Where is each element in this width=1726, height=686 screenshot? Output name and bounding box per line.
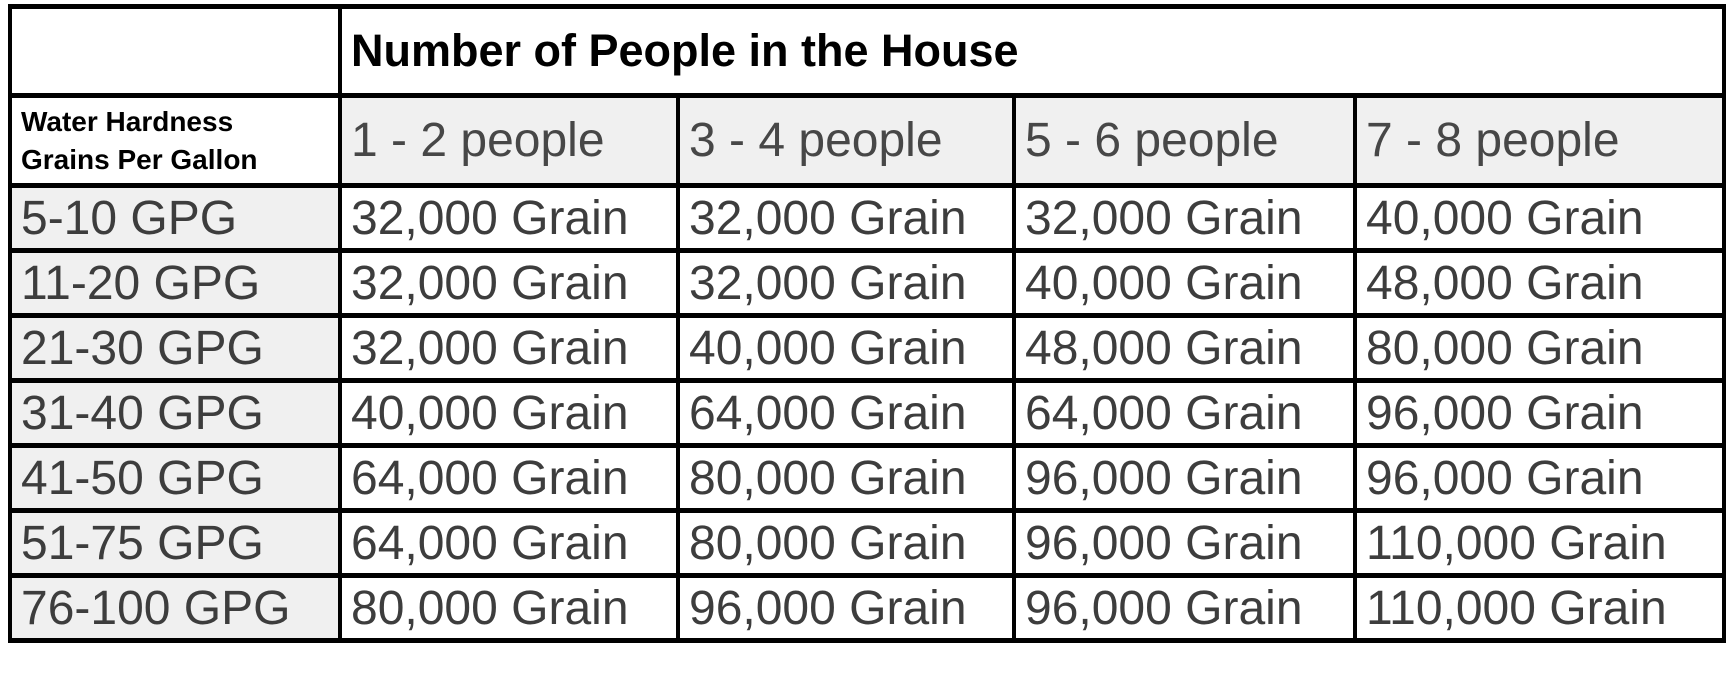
grain-cell: 80,000 Grain	[676, 443, 1016, 513]
grain-cell: 96,000 Grain	[1012, 573, 1357, 643]
grain-cell: 32,000 Grain	[1012, 183, 1357, 253]
row-axis-header-line2: Grains Per Gallon	[21, 143, 258, 175]
grain-cell: 40,000 Grain	[676, 313, 1016, 383]
grain-cell: 96,000 Grain	[1352, 378, 1726, 448]
grain-cell: 110,000 Grain	[1352, 508, 1726, 578]
grain-cell: 48,000 Grain	[1352, 248, 1726, 318]
grain-cell: 80,000 Grain	[338, 573, 680, 643]
table-title: Number of People in the House	[337, 4, 1726, 98]
column-header-row: Water Hardness Grains Per Gallon 1 - 2 p…	[8, 93, 1726, 188]
row-header: 51-75 GPG	[8, 508, 342, 578]
row-header: 41-50 GPG	[8, 443, 342, 513]
grain-cell: 32,000 Grain	[676, 248, 1016, 318]
grain-cell: 40,000 Grain	[1012, 248, 1357, 318]
title-row: Number of People in the House	[8, 4, 1726, 98]
row-header: 11-20 GPG	[8, 248, 342, 318]
grain-cell: 40,000 Grain	[1352, 183, 1726, 253]
grain-cell: 32,000 Grain	[676, 183, 1016, 253]
grain-cell: 64,000 Grain	[338, 508, 680, 578]
grain-cell: 80,000 Grain	[1352, 313, 1726, 383]
row-axis-header: Water Hardness Grains Per Gallon	[8, 93, 342, 188]
grain-cell: 64,000 Grain	[676, 378, 1016, 448]
row-axis-header-line1: Water Hardness	[21, 105, 234, 137]
row-header: 5-10 GPG	[8, 183, 342, 253]
grain-cell: 96,000 Grain	[676, 573, 1016, 643]
table-row: 41-50 GPG 64,000 Grain 80,000 Grain 96,0…	[8, 443, 1726, 513]
sizing-table: Number of People in the House Water Hard…	[8, 4, 1726, 643]
col-header-5-6-people: 5 - 6 people	[1012, 93, 1357, 188]
grain-cell: 110,000 Grain	[1352, 573, 1726, 643]
grain-cell: 96,000 Grain	[1352, 443, 1726, 513]
row-header: 76-100 GPG	[8, 573, 342, 643]
grain-cell: 32,000 Grain	[338, 183, 680, 253]
table-row: 21-30 GPG 32,000 Grain 40,000 Grain 48,0…	[8, 313, 1726, 383]
empty-corner-cell	[8, 4, 342, 98]
table-row: 51-75 GPG 64,000 Grain 80,000 Grain 96,0…	[8, 508, 1726, 578]
row-header: 21-30 GPG	[8, 313, 342, 383]
table-row: 76-100 GPG 80,000 Grain 96,000 Grain 96,…	[8, 573, 1726, 643]
grain-cell: 96,000 Grain	[1012, 443, 1357, 513]
grain-cell: 64,000 Grain	[1012, 378, 1357, 448]
grain-cell: 40,000 Grain	[338, 378, 680, 448]
grain-cell: 96,000 Grain	[1012, 508, 1357, 578]
col-header-7-8-people: 7 - 8 people	[1352, 93, 1726, 188]
row-header: 31-40 GPG	[8, 378, 342, 448]
col-header-1-2-people: 1 - 2 people	[338, 93, 680, 188]
table-row: 31-40 GPG 40,000 Grain 64,000 Grain 64,0…	[8, 378, 1726, 448]
grain-cell: 48,000 Grain	[1012, 313, 1357, 383]
grain-cell: 80,000 Grain	[676, 508, 1016, 578]
col-header-3-4-people: 3 - 4 people	[676, 93, 1016, 188]
table-row: 5-10 GPG 32,000 Grain 32,000 Grain 32,00…	[8, 183, 1726, 253]
grain-cell: 32,000 Grain	[338, 313, 680, 383]
grain-cell: 32,000 Grain	[338, 248, 680, 318]
grain-cell: 64,000 Grain	[338, 443, 680, 513]
table-row: 11-20 GPG 32,000 Grain 32,000 Grain 40,0…	[8, 248, 1726, 318]
